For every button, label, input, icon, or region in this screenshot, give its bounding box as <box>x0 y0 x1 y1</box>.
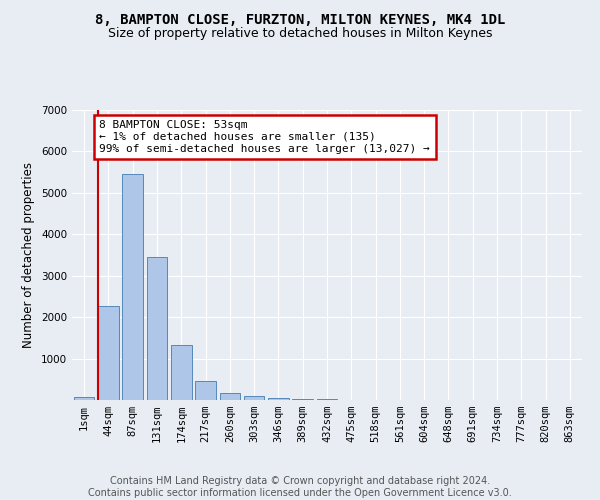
Bar <box>292 399 313 400</box>
Bar <box>171 346 191 400</box>
Text: Size of property relative to detached houses in Milton Keynes: Size of property relative to detached ho… <box>108 28 492 40</box>
Bar <box>98 306 119 400</box>
Bar <box>220 393 240 400</box>
Text: 8, BAMPTON CLOSE, FURZTON, MILTON KEYNES, MK4 1DL: 8, BAMPTON CLOSE, FURZTON, MILTON KEYNES… <box>95 12 505 26</box>
Bar <box>122 174 143 400</box>
Bar <box>146 257 167 400</box>
Y-axis label: Number of detached properties: Number of detached properties <box>22 162 35 348</box>
Text: Contains HM Land Registry data © Crown copyright and database right 2024.
Contai: Contains HM Land Registry data © Crown c… <box>88 476 512 498</box>
Text: 8 BAMPTON CLOSE: 53sqm
← 1% of detached houses are smaller (135)
99% of semi-det: 8 BAMPTON CLOSE: 53sqm ← 1% of detached … <box>99 120 430 154</box>
Bar <box>74 397 94 400</box>
Bar <box>268 398 289 400</box>
Bar <box>195 380 216 400</box>
Bar <box>244 396 265 400</box>
